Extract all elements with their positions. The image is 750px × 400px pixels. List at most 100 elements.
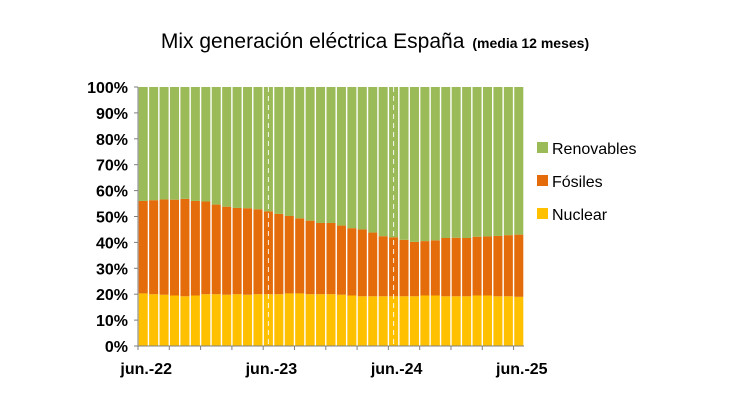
bar-renovables-may-25 <box>503 87 513 236</box>
x-tick-label: jun.-25 <box>495 361 548 378</box>
y-tick-label: 20% <box>96 287 128 304</box>
bar-nuclear-ago-22 <box>159 294 169 346</box>
bar-nuclear-may-23 <box>253 294 263 346</box>
bar-nuclear-ene-24 <box>336 294 346 346</box>
legend: Renovables Fósiles Nuclear <box>537 141 637 224</box>
bar-nuclear-oct-24 <box>430 295 440 346</box>
bar-f-siles-ene-25 <box>462 238 472 297</box>
y-tick-label: 90% <box>96 106 128 123</box>
bar-renovables-jun-22 <box>138 87 148 201</box>
bar-f-siles-may-25 <box>503 235 513 297</box>
y-tick-label: 0% <box>105 339 128 356</box>
bar-nuclear-dic-22 <box>201 294 211 346</box>
bar-nuclear-sep-22 <box>170 295 180 346</box>
bar-f-siles-mar-23 <box>232 207 242 295</box>
x-axis-ticks: jun.-22 jun.-23 jun.-24 jun.-25 <box>119 346 548 378</box>
bar-renovables-ene-23 <box>211 87 221 205</box>
bar-renovables-ene-24 <box>336 87 346 226</box>
bar-f-siles-jun-24 <box>389 237 399 297</box>
bar-f-siles-ene-23 <box>211 204 221 295</box>
bar-nuclear-feb-23 <box>222 294 232 346</box>
bar-renovables-jun-25 <box>514 87 524 235</box>
bar-f-siles-sep-24 <box>420 241 430 296</box>
y-tick-label: 70% <box>96 158 128 175</box>
bar-nuclear-jul-23 <box>274 294 284 346</box>
legend-swatch-nuclear <box>537 208 548 219</box>
bar-nuclear-nov-24 <box>441 296 451 346</box>
bar-nuclear-ene-25 <box>462 296 472 346</box>
bar-f-siles-nov-22 <box>190 200 200 296</box>
bar-renovables-oct-22 <box>180 87 190 199</box>
bar-nuclear-nov-22 <box>190 295 200 346</box>
bar-nuclear-oct-22 <box>180 296 190 346</box>
bar-f-siles-jul-22 <box>149 200 159 295</box>
bar-nuclear-ago-24 <box>409 296 419 346</box>
y-tick-label: 80% <box>96 132 128 149</box>
bar-f-siles-dic-23 <box>326 222 336 295</box>
bar-renovables-sep-24 <box>420 87 430 242</box>
bar-f-siles-may-24 <box>378 236 388 297</box>
bar-renovables-nov-22 <box>190 87 200 201</box>
bar-renovables-abr-23 <box>243 87 253 209</box>
bar-f-siles-mar-24 <box>357 229 367 297</box>
y-tick-label: 60% <box>96 184 128 201</box>
bar-f-siles-jul-24 <box>399 239 409 297</box>
legend-label: Fósiles <box>552 174 603 191</box>
y-axis-ticks: 0% 10% 20% 30% 40% 50% 60% 70% 80% 90% 100% <box>87 80 138 356</box>
bar-f-siles-jun-25 <box>514 234 524 297</box>
bar-renovables-feb-25 <box>472 87 482 237</box>
bar-renovables-nov-23 <box>316 87 326 223</box>
bar-nuclear-may-25 <box>503 296 513 346</box>
bar-f-siles-dic-24 <box>451 237 461 297</box>
bar-f-siles-jul-23 <box>274 213 284 295</box>
bar-f-siles-feb-23 <box>222 206 232 295</box>
bar-f-siles-ago-22 <box>159 199 169 295</box>
x-tick-label: jun.-24 <box>370 361 423 378</box>
bar-nuclear-ene-23 <box>211 294 221 346</box>
bar-renovables-feb-23 <box>222 87 232 207</box>
bar-nuclear-feb-25 <box>472 295 482 346</box>
bar-renovables-abr-24 <box>368 87 378 233</box>
y-tick-label: 10% <box>96 313 128 330</box>
bar-renovables-ago-22 <box>159 87 169 200</box>
bar-nuclear-abr-23 <box>243 294 253 346</box>
bar-renovables-jun-23 <box>263 87 273 212</box>
bar-nuclear-abr-24 <box>368 296 378 346</box>
bar-renovables-mar-24 <box>357 87 367 230</box>
bar-renovables-oct-23 <box>305 87 315 221</box>
legend-label: Nuclear <box>552 207 608 224</box>
bar-nuclear-ago-23 <box>284 293 294 346</box>
bar-renovables-nov-24 <box>441 87 451 238</box>
bar-f-siles-sep-23 <box>295 218 305 294</box>
x-tick-label: jun.-23 <box>245 361 298 378</box>
bar-nuclear-may-24 <box>378 296 388 346</box>
bar-nuclear-sep-24 <box>420 295 430 346</box>
gridlines-group <box>267 87 395 346</box>
bar-f-siles-abr-24 <box>368 232 378 297</box>
bar-renovables-dic-23 <box>326 87 336 223</box>
bar-nuclear-sep-23 <box>295 293 305 346</box>
bar-nuclear-mar-24 <box>357 296 367 346</box>
bar-f-siles-feb-25 <box>472 236 482 296</box>
bar-f-siles-jun-22 <box>138 200 148 294</box>
bar-nuclear-mar-25 <box>482 295 492 346</box>
legend-label: Renovables <box>552 141 637 158</box>
bar-renovables-may-23 <box>253 87 263 210</box>
chart-subtitle: (media 12 meses) <box>472 35 589 51</box>
bar-f-siles-nov-23 <box>316 222 326 295</box>
legend-swatch-f-siles <box>537 175 548 186</box>
bar-renovables-oct-24 <box>430 87 440 241</box>
bar-f-siles-mar-25 <box>482 236 492 296</box>
bar-f-siles-oct-23 <box>305 220 315 295</box>
bar-renovables-sep-23 <box>295 87 305 219</box>
bar-renovables-dic-22 <box>201 87 211 202</box>
bar-f-siles-oct-24 <box>430 240 440 296</box>
bar-f-siles-feb-24 <box>347 228 357 296</box>
bar-renovables-jul-22 <box>149 87 159 201</box>
bar-f-siles-ene-24 <box>336 225 346 295</box>
bar-renovables-mar-25 <box>482 87 492 237</box>
bar-renovables-mar-23 <box>232 87 242 208</box>
legend-swatch-renovables <box>537 142 548 153</box>
bar-nuclear-oct-23 <box>305 294 315 346</box>
